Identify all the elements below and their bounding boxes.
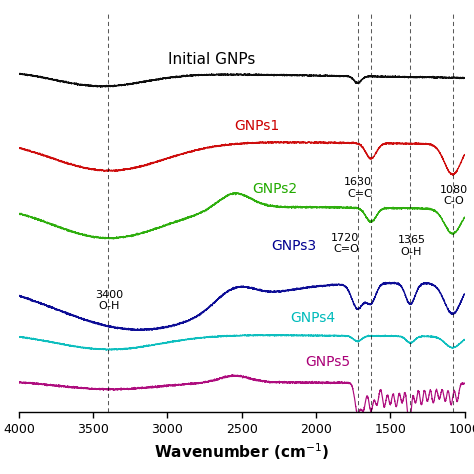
X-axis label: Wavenumber (cm$^{-1}$): Wavenumber (cm$^{-1}$): [154, 441, 329, 462]
Text: 1365
O-H: 1365 O-H: [398, 236, 426, 257]
Text: GNPs5: GNPs5: [305, 355, 350, 369]
Text: GNPs3: GNPs3: [271, 239, 316, 253]
Text: Initial GNPs: Initial GNPs: [168, 52, 256, 67]
Text: GNPs2: GNPs2: [252, 182, 297, 196]
Text: GNPs1: GNPs1: [234, 119, 279, 133]
Text: 3400
O-H: 3400 O-H: [95, 290, 123, 311]
Text: 1080
C-O: 1080 C-O: [440, 184, 468, 206]
Text: 1630
C=C: 1630 C=C: [344, 177, 372, 199]
Text: 1720
C=O: 1720 C=O: [330, 233, 359, 254]
Text: GNPs4: GNPs4: [291, 311, 336, 325]
